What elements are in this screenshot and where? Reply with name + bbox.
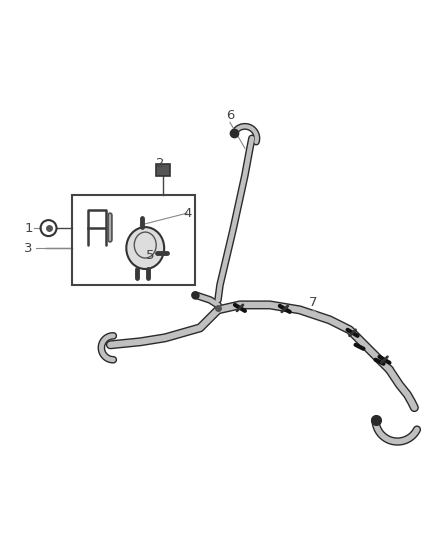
- Ellipse shape: [126, 227, 164, 269]
- Text: 6: 6: [226, 109, 234, 122]
- Bar: [156, 164, 170, 176]
- Text: 1: 1: [25, 222, 33, 235]
- Bar: [72, 195, 195, 285]
- Text: 2: 2: [156, 157, 164, 170]
- Text: 5: 5: [146, 248, 155, 262]
- Text: 7: 7: [308, 296, 317, 309]
- Text: 4: 4: [183, 207, 191, 220]
- Text: 3: 3: [25, 241, 33, 255]
